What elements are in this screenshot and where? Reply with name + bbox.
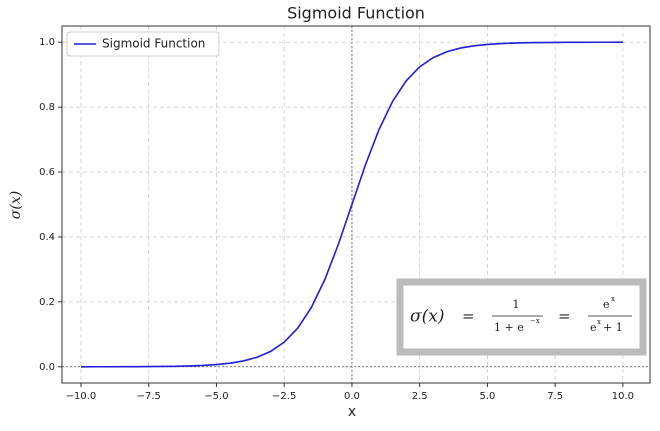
formula-text: = [462, 307, 475, 325]
formula-text: 1 + e [494, 321, 524, 334]
x-tick-label: 2.5 [412, 391, 428, 402]
formula-frame [396, 278, 647, 356]
line [80, 41, 623, 368]
chart-title: Sigmoid Function [287, 4, 425, 23]
x-tick-label: −5.0 [204, 391, 228, 402]
y-tick-label: 1.0 [39, 37, 55, 48]
formula-text: e [603, 298, 610, 311]
formula-text: x [611, 295, 615, 303]
x-axis-label: x [348, 404, 356, 420]
y-tick-label: 0.0 [39, 362, 55, 373]
formula-text: = [558, 307, 571, 325]
y-tick-label: 0.6 [39, 167, 55, 178]
x-tick-label: 7.5 [547, 391, 563, 402]
formula: σ(x) =11 + e −x =e xe x + 1 [396, 278, 647, 356]
x-tick-label: −7.5 [137, 391, 161, 402]
formula-text: σ(x) [410, 307, 444, 327]
legend-box [66, 31, 220, 57]
formula-text: −x [530, 317, 540, 325]
formula-text: e [590, 321, 597, 334]
formula-text: 1 [513, 298, 520, 311]
plot-frame [61, 25, 651, 384]
y-tick-label: 0.8 [39, 102, 55, 113]
x-tick-label: 10.0 [612, 391, 634, 402]
y-tick-label: 0.4 [39, 232, 55, 243]
formula-text: x [597, 318, 601, 326]
x-tick-label: 0.0 [344, 391, 360, 402]
x-tick-label: −2.5 [272, 391, 296, 402]
formula-text: + 1 [603, 321, 623, 334]
x-tick-label: −10.0 [66, 391, 97, 402]
y-axis-label: σ(x) [8, 191, 24, 219]
y-tick-label: 0.2 [39, 297, 55, 308]
legend-label: Sigmoid Function [102, 37, 205, 51]
x-tick-label: 5.0 [479, 391, 495, 402]
